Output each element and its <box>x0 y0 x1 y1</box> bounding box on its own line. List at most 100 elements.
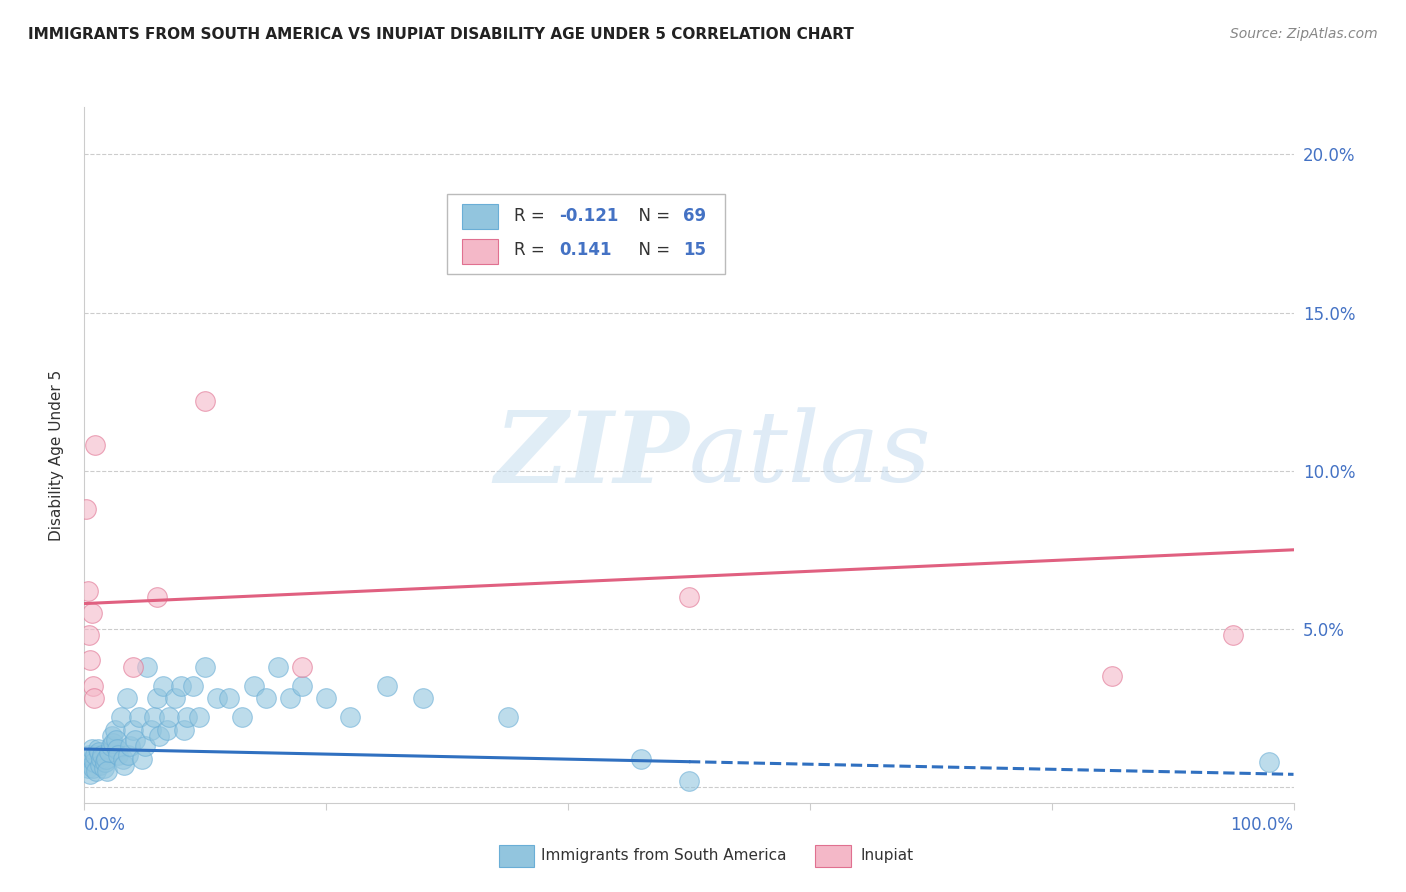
Point <box>77 628 100 642</box>
Text: 69: 69 <box>683 207 706 225</box>
Point <box>77 761 100 775</box>
Point <box>496 710 519 724</box>
Point <box>194 394 217 409</box>
Bar <box>447 194 725 274</box>
Point <box>207 691 229 706</box>
Text: ZIP: ZIP <box>494 407 689 503</box>
Point <box>242 679 264 693</box>
Point <box>83 691 105 706</box>
Point <box>131 751 153 765</box>
Point <box>157 710 180 724</box>
Point <box>231 710 253 724</box>
Point <box>91 748 114 763</box>
Point <box>218 691 240 706</box>
Point <box>170 679 193 693</box>
Point <box>315 691 337 706</box>
Point <box>1258 755 1281 769</box>
Point <box>104 732 127 747</box>
Point <box>112 751 135 765</box>
Point <box>254 691 277 706</box>
Bar <box>461 239 498 263</box>
Point <box>112 757 135 772</box>
Point <box>94 751 117 765</box>
Text: R =: R = <box>513 207 550 225</box>
Point <box>96 764 118 779</box>
Point <box>165 691 187 706</box>
Point <box>87 745 110 759</box>
Text: IMMIGRANTS FROM SOUTH AMERICA VS INUPIAT DISABILITY AGE UNDER 5 CORRELATION CHAR: IMMIGRANTS FROM SOUTH AMERICA VS INUPIAT… <box>28 27 853 42</box>
Point <box>82 679 104 693</box>
Point <box>1101 669 1123 683</box>
Text: Source: ZipAtlas.com: Source: ZipAtlas.com <box>1230 27 1378 41</box>
Point <box>1222 628 1244 642</box>
Point <box>194 660 217 674</box>
Point <box>84 438 107 452</box>
Point <box>124 732 146 747</box>
Point <box>146 691 169 706</box>
Point <box>155 723 177 737</box>
Point <box>79 767 101 781</box>
Point <box>375 679 398 693</box>
Text: Immigrants from South America: Immigrants from South America <box>541 848 787 863</box>
Point <box>630 751 652 765</box>
Point <box>105 742 128 756</box>
Point <box>121 660 143 674</box>
Text: R =: R = <box>513 242 555 260</box>
Text: 100.0%: 100.0% <box>1230 816 1294 834</box>
Y-axis label: Disability Age Under 5: Disability Age Under 5 <box>49 369 63 541</box>
Point <box>97 745 120 759</box>
Point <box>291 679 314 693</box>
Point <box>90 751 112 765</box>
Point <box>120 739 142 753</box>
Point <box>94 755 117 769</box>
Point <box>110 710 132 724</box>
Point <box>412 691 434 706</box>
Point <box>83 755 105 769</box>
Point <box>103 736 125 750</box>
Point <box>339 710 361 724</box>
Text: N =: N = <box>628 242 676 260</box>
Point <box>267 660 290 674</box>
Point <box>143 710 166 724</box>
Point <box>188 710 211 724</box>
Point <box>128 710 150 724</box>
Point <box>82 761 104 775</box>
Text: -0.121: -0.121 <box>560 207 619 225</box>
Point <box>148 730 170 744</box>
Point <box>181 679 204 693</box>
Point <box>136 660 159 674</box>
Text: 0.141: 0.141 <box>560 242 612 260</box>
Text: Inupiat: Inupiat <box>860 848 914 863</box>
Point <box>146 591 169 605</box>
Point <box>152 679 174 693</box>
Point <box>139 723 162 737</box>
Point <box>678 773 700 788</box>
Point <box>80 742 103 756</box>
Point <box>93 761 115 775</box>
Text: atlas: atlas <box>689 408 932 502</box>
Point <box>79 653 101 667</box>
Point <box>117 748 139 763</box>
Bar <box>461 204 498 229</box>
Point <box>173 723 195 737</box>
Point <box>77 748 100 763</box>
Point <box>678 591 700 605</box>
Point <box>84 748 107 763</box>
Point <box>80 606 103 620</box>
Text: 0.0%: 0.0% <box>84 816 127 834</box>
Point <box>89 757 111 772</box>
Point <box>86 764 108 779</box>
Point <box>134 739 156 753</box>
Point <box>291 660 314 674</box>
Point <box>104 723 127 737</box>
Point <box>77 583 100 598</box>
Point <box>107 748 129 763</box>
Point <box>278 691 301 706</box>
Point <box>75 501 97 516</box>
Point <box>86 742 108 756</box>
Point <box>115 691 138 706</box>
Point <box>76 755 98 769</box>
Text: 15: 15 <box>683 242 706 260</box>
Point <box>121 723 143 737</box>
Text: N =: N = <box>628 207 676 225</box>
